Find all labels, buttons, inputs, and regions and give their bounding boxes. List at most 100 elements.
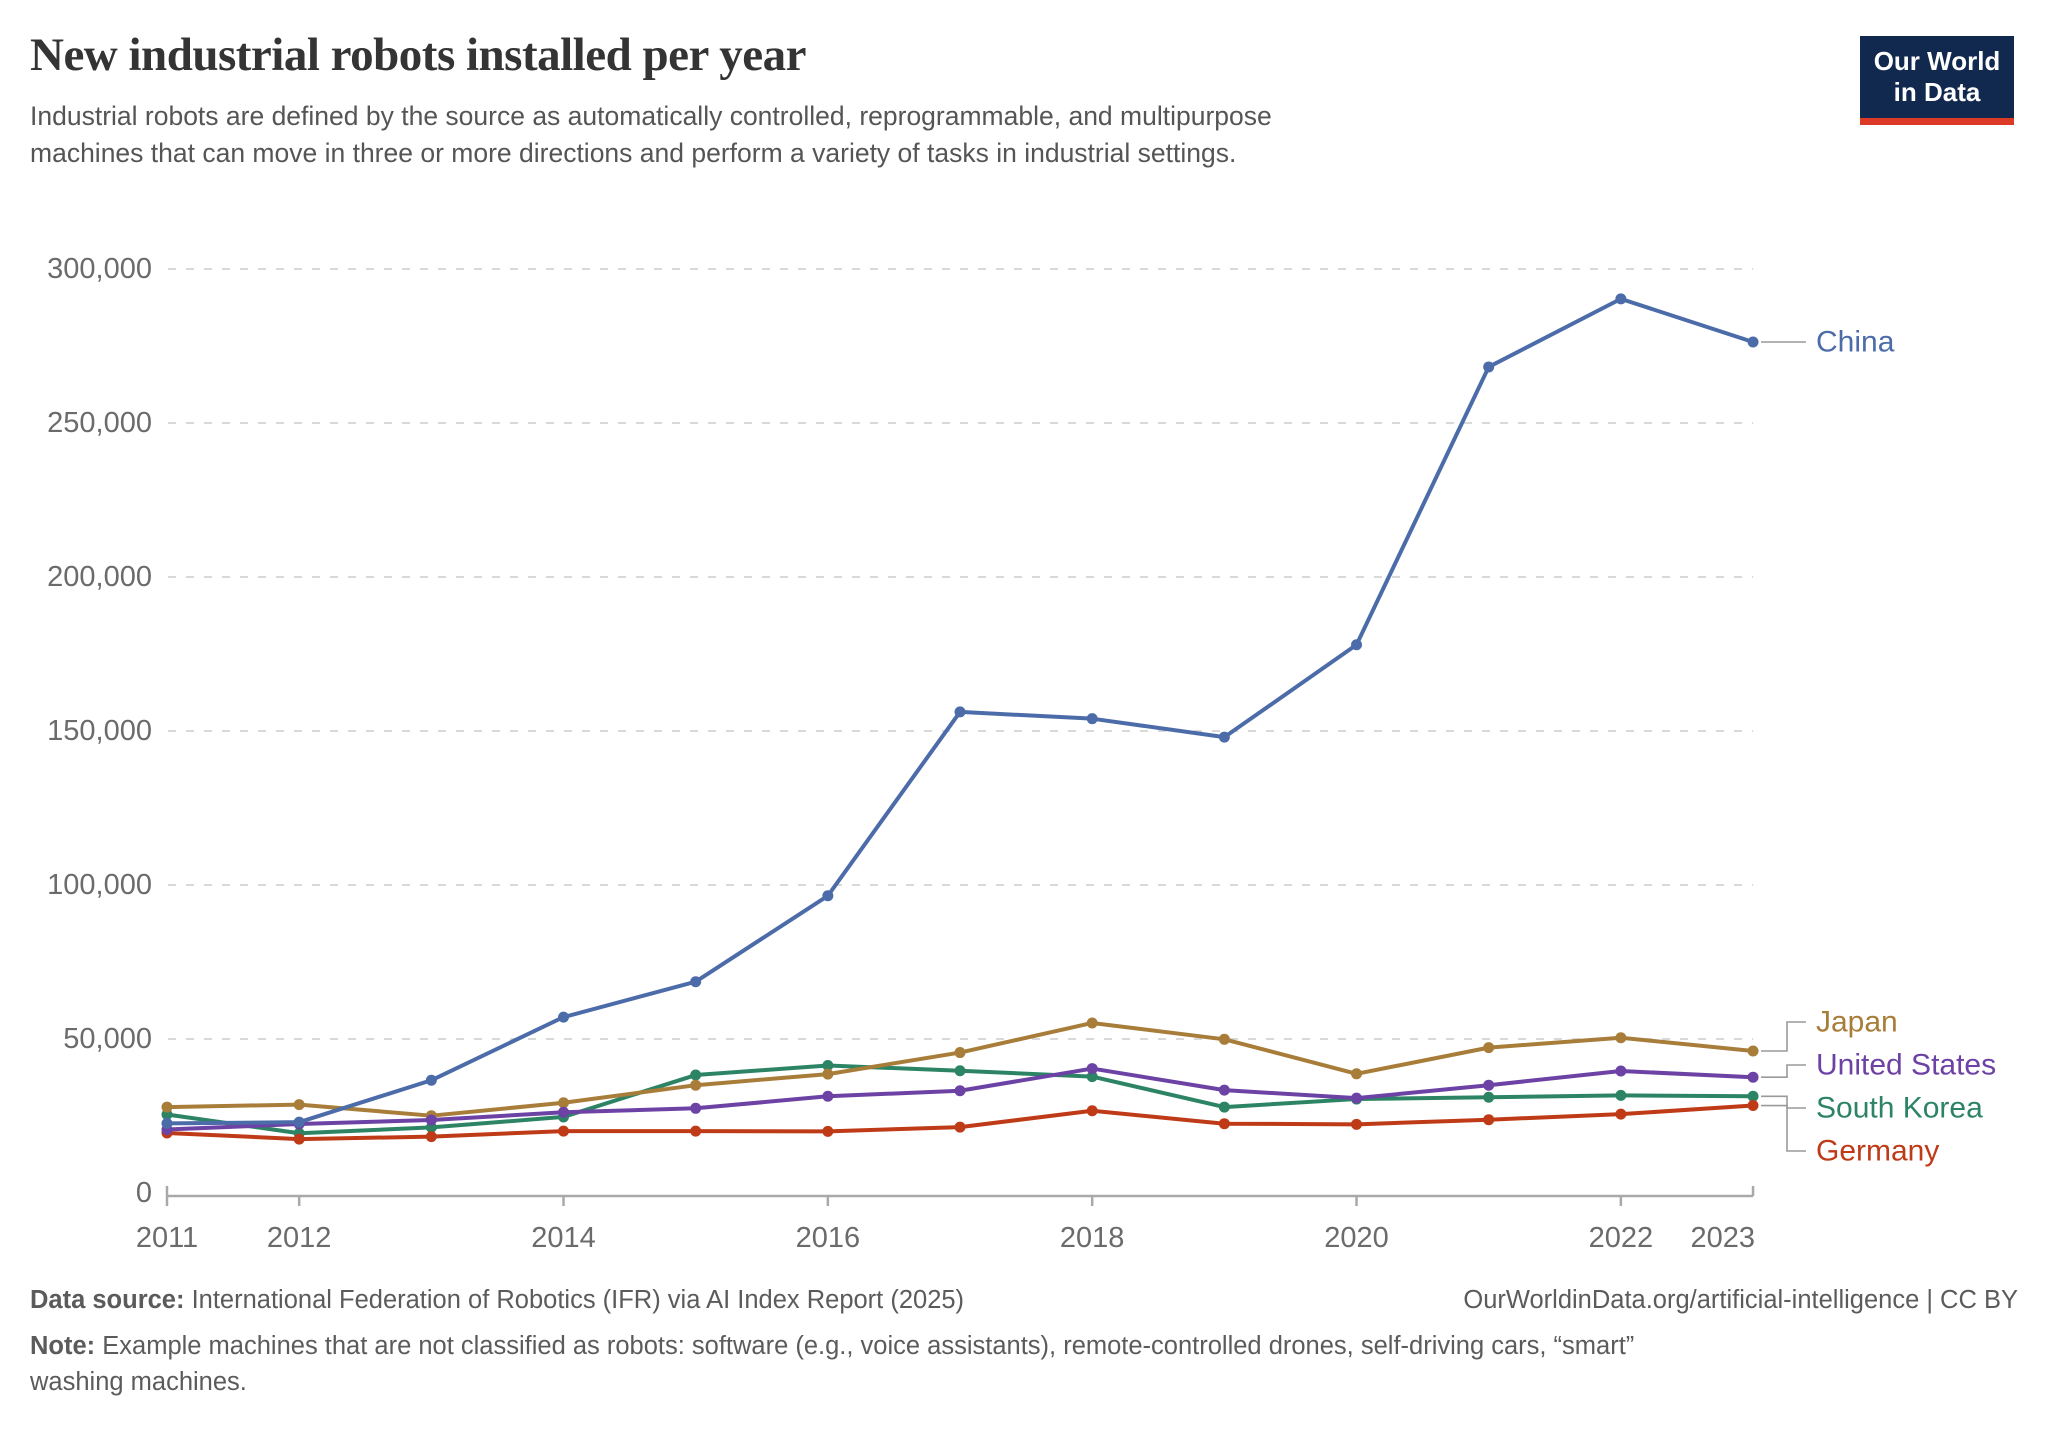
series-dot-united-states-2018 bbox=[1086, 1063, 1098, 1075]
footer-note-label: Note: bbox=[30, 1332, 96, 1360]
x-tick-label-2012: 2012 bbox=[267, 1222, 332, 1254]
credit-link[interactable]: OurWorldinData.org/artificial-intelligen… bbox=[1463, 1286, 2018, 1314]
legend-connector-japan bbox=[1761, 1021, 1806, 1052]
owid-logo-line1: Our World bbox=[1873, 46, 2001, 76]
x-tick-label-2016: 2016 bbox=[796, 1222, 861, 1254]
series-dot-china-2012 bbox=[293, 1116, 305, 1128]
series-dot-china-2019 bbox=[1218, 731, 1230, 743]
series-dot-japan-2012 bbox=[293, 1099, 305, 1111]
series-dot-japan-2023 bbox=[1747, 1045, 1759, 1057]
y-tick-label-100000: 100,000 bbox=[47, 869, 152, 901]
legend-label-south-korea[interactable]: South Korea bbox=[1816, 1092, 1983, 1125]
series-dot-germany-2012 bbox=[293, 1133, 305, 1145]
y-tick-label-250000: 250,000 bbox=[47, 407, 152, 439]
series-dot-south-korea-2019 bbox=[1218, 1101, 1230, 1113]
series-dot-japan-2017 bbox=[954, 1047, 966, 1059]
y-tick-label-200000: 200,000 bbox=[47, 561, 152, 593]
series-dot-united-states-2020 bbox=[1351, 1092, 1363, 1104]
page-title: New industrial robots installed per year bbox=[30, 29, 806, 81]
series-dot-japan-2016 bbox=[822, 1068, 834, 1080]
x-tick-label-2020: 2020 bbox=[1324, 1222, 1389, 1254]
x-tick-label-2014: 2014 bbox=[531, 1222, 596, 1254]
series-dot-china-2022 bbox=[1615, 293, 1627, 305]
owid-logo-line2: in Data bbox=[1893, 77, 1981, 107]
chart-footer: Data source: International Federation of… bbox=[30, 1282, 2018, 1400]
legend-label-japan[interactable]: Japan bbox=[1816, 1006, 1898, 1039]
series-dot-japan-2011 bbox=[161, 1101, 173, 1113]
series-dot-germany-2015 bbox=[690, 1125, 702, 1137]
series-dot-japan-2014 bbox=[558, 1097, 570, 1109]
series-dot-germany-2013 bbox=[425, 1131, 437, 1143]
footer-note-text1: Example machines that are not classified… bbox=[102, 1332, 1635, 1360]
y-tick-label-50000: 50,000 bbox=[63, 1023, 152, 1055]
series-dot-china-2011 bbox=[161, 1117, 173, 1129]
series-dot-germany-2016 bbox=[822, 1125, 834, 1137]
series-dot-china-2016 bbox=[822, 890, 834, 902]
series-dot-germany-2023 bbox=[1747, 1100, 1759, 1112]
series-dot-united-states-2023 bbox=[1747, 1071, 1759, 1083]
series-dot-united-states-2017 bbox=[954, 1085, 966, 1097]
chart-subtitle-line1: Industrial robots are defined by the sou… bbox=[30, 101, 1272, 131]
footer-note-line2: washing machines. bbox=[30, 1368, 247, 1396]
series-dot-japan-2018 bbox=[1086, 1017, 1098, 1029]
series-dot-united-states-2016 bbox=[822, 1090, 834, 1102]
y-tick-label-150000: 150,000 bbox=[47, 715, 152, 747]
legend-label-china[interactable]: China bbox=[1816, 326, 1895, 359]
series-dot-china-2023 bbox=[1747, 336, 1759, 348]
series-dot-china-2018 bbox=[1086, 713, 1098, 725]
x-tick-label-2022: 2022 bbox=[1589, 1222, 1654, 1254]
series-dot-germany-2020 bbox=[1351, 1118, 1363, 1130]
legend-label-germany[interactable]: Germany bbox=[1816, 1135, 1939, 1168]
y-tick-label-300000: 300,000 bbox=[47, 253, 152, 285]
series-dot-germany-2014 bbox=[558, 1125, 570, 1137]
series-dot-japan-2022 bbox=[1615, 1032, 1627, 1044]
series-dot-china-2013 bbox=[425, 1074, 437, 1086]
series-dot-germany-2017 bbox=[954, 1121, 966, 1133]
series-dot-china-2021 bbox=[1483, 361, 1495, 373]
series-dot-united-states-2015 bbox=[690, 1102, 702, 1114]
series-dot-china-2015 bbox=[690, 976, 702, 988]
series-dot-japan-2021 bbox=[1483, 1042, 1495, 1054]
series-dot-south-korea-2017 bbox=[954, 1065, 966, 1077]
series-dot-china-2017 bbox=[954, 706, 966, 718]
series-dot-united-states-2019 bbox=[1218, 1084, 1230, 1096]
x-tick-label-2023: 2023 bbox=[1691, 1222, 1756, 1254]
owid-logo: Our World in Data bbox=[1860, 36, 2014, 125]
series-dot-japan-2019 bbox=[1218, 1033, 1230, 1045]
series-dot-japan-2015 bbox=[690, 1079, 702, 1091]
chart-subtitle-line2: machines that can move in three or more … bbox=[30, 138, 1237, 168]
series-dot-south-korea-2022 bbox=[1615, 1089, 1627, 1101]
series-dot-germany-2022 bbox=[1615, 1108, 1627, 1120]
series-dot-united-states-2014 bbox=[558, 1106, 570, 1118]
data-source: Data source: International Federation of… bbox=[30, 1282, 964, 1318]
footer-note: Note: Example machines that are not clas… bbox=[30, 1328, 2018, 1400]
series-dot-south-korea-2021 bbox=[1483, 1091, 1495, 1103]
x-tick-label-2018: 2018 bbox=[1060, 1222, 1125, 1254]
footer-source-row: Data source: International Federation of… bbox=[30, 1282, 2018, 1318]
series-dot-south-korea-2023 bbox=[1747, 1090, 1759, 1102]
series-dot-south-korea-2016 bbox=[822, 1059, 834, 1071]
series-dot-germany-2018 bbox=[1086, 1105, 1098, 1117]
series-dot-china-2020 bbox=[1351, 639, 1363, 651]
series-dot-south-korea-2015 bbox=[690, 1069, 702, 1081]
footer-note-line1: Note: Example machines that are not clas… bbox=[30, 1328, 2018, 1364]
series-dot-south-korea-2018 bbox=[1086, 1071, 1098, 1083]
legend-label-united-states[interactable]: United States bbox=[1816, 1049, 1996, 1082]
series-dot-japan-2020 bbox=[1351, 1068, 1363, 1080]
series-dot-united-states-2022 bbox=[1615, 1065, 1627, 1077]
series-dot-germany-2019 bbox=[1218, 1118, 1230, 1130]
series-dot-united-states-2021 bbox=[1483, 1079, 1495, 1091]
series-dot-united-states-2013 bbox=[425, 1114, 437, 1126]
x-tick-label-2011: 2011 bbox=[136, 1222, 198, 1254]
legend-connector-south-korea bbox=[1761, 1095, 1806, 1109]
data-source-label: Data source: bbox=[30, 1286, 185, 1314]
legend-connector-united-states bbox=[1761, 1064, 1806, 1078]
data-source-text: International Federation of Robotics (IF… bbox=[191, 1286, 965, 1314]
chart-subtitle: Industrial robots are defined by the sou… bbox=[30, 98, 1272, 172]
y-tick-label-0: 0 bbox=[136, 1177, 152, 1209]
series-dot-china-2014 bbox=[558, 1011, 570, 1023]
series-dot-germany-2021 bbox=[1483, 1114, 1495, 1126]
legend-connector-germany bbox=[1761, 1104, 1806, 1152]
